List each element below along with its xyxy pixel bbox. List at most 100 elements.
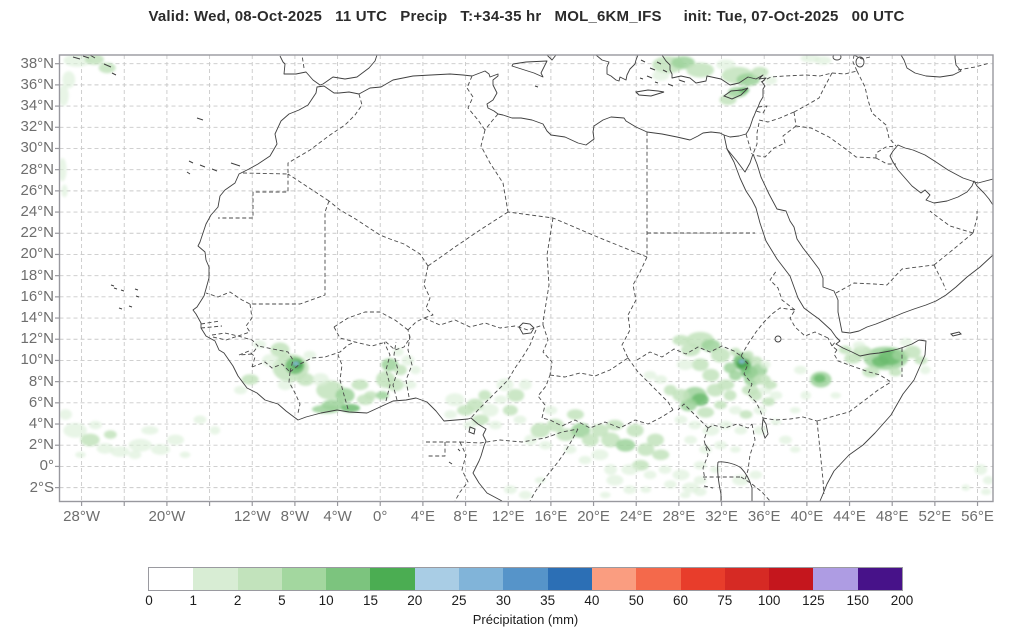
precip-cell bbox=[716, 59, 736, 71]
border-cotedivoire-ghana bbox=[337, 351, 349, 410]
precip-cell bbox=[179, 451, 191, 458]
x-axis-label: 4°E bbox=[410, 508, 436, 525]
y-axis-label: 12°N bbox=[20, 330, 54, 348]
precip-cell bbox=[340, 403, 360, 413]
precip-cell bbox=[693, 487, 707, 497]
coastline-greece bbox=[595, 55, 639, 82]
precip-cell bbox=[693, 475, 707, 485]
precip-cell bbox=[489, 420, 502, 430]
y-axis-label: 26°N bbox=[20, 181, 54, 199]
precip-cell bbox=[518, 490, 532, 500]
border-saudi-yemen-oman bbox=[835, 210, 978, 294]
border-chad-sudan bbox=[621, 256, 648, 359]
y-axis-label: 10°N bbox=[20, 351, 54, 369]
y-axis-label: 38°N bbox=[20, 54, 54, 72]
precip-cell bbox=[749, 470, 763, 480]
colorbar-tick-label: 100 bbox=[757, 593, 781, 608]
border-niger-chad bbox=[542, 217, 554, 323]
precip-cell bbox=[830, 392, 842, 399]
precip-cell bbox=[96, 443, 114, 454]
border-togo-benin bbox=[392, 341, 399, 401]
coastline-iberia bbox=[279, 55, 378, 86]
precip-cell bbox=[903, 345, 921, 359]
precip-cell bbox=[732, 474, 750, 486]
precip-cell bbox=[503, 485, 517, 494]
precip-cell bbox=[637, 443, 655, 456]
precip-cell bbox=[311, 404, 340, 414]
x-axis-label: 52°E bbox=[918, 508, 952, 525]
border-djibouti-eritrea bbox=[769, 269, 838, 351]
precip-cell bbox=[749, 356, 763, 365]
precip-cell bbox=[364, 391, 378, 400]
colorbar-tick-label: 125 bbox=[802, 593, 825, 608]
country-borders bbox=[200, 55, 991, 502]
precip-cell bbox=[679, 398, 698, 412]
border-ethiopia-somalia bbox=[816, 348, 903, 422]
precip-cell bbox=[463, 420, 477, 430]
precip-cell bbox=[844, 353, 862, 364]
colorbar bbox=[148, 567, 903, 591]
lake-albert bbox=[704, 443, 711, 452]
precip-cell bbox=[335, 387, 355, 403]
coastline-levant-turkey bbox=[661, 55, 767, 135]
precip-cell bbox=[581, 433, 599, 447]
precip-cell bbox=[59, 409, 72, 420]
border-uganda-kenya-drc bbox=[677, 403, 771, 502]
precip-cell bbox=[753, 426, 767, 435]
precip-cell bbox=[544, 406, 558, 415]
coastline-sinai bbox=[726, 148, 754, 173]
precip-cell bbox=[794, 365, 807, 375]
precip-cell bbox=[697, 407, 715, 418]
precip-cell bbox=[672, 389, 690, 402]
x-axis-label: 44°E bbox=[833, 508, 866, 525]
x-axis-label: 40°E bbox=[790, 508, 824, 525]
cape-verde-islands bbox=[110, 284, 140, 310]
precip-cell bbox=[730, 446, 741, 453]
y-axis-label: 34°N bbox=[20, 97, 54, 115]
y-axis-label: 22°N bbox=[20, 224, 54, 242]
precip-cell bbox=[699, 445, 712, 454]
precip-cell bbox=[741, 384, 759, 396]
border-algeria-niger bbox=[427, 211, 509, 267]
precip-cell bbox=[61, 184, 68, 198]
border-algeria-mali bbox=[328, 200, 429, 267]
precip-cell bbox=[578, 455, 592, 465]
lake-van bbox=[832, 55, 842, 61]
precip-cell bbox=[571, 422, 591, 438]
x-axis-label: 12°E bbox=[491, 508, 525, 525]
precip-cell bbox=[128, 450, 142, 460]
precip-cell bbox=[734, 426, 748, 435]
azores-islands bbox=[72, 55, 117, 76]
border-syria-jordan-iraq bbox=[755, 72, 833, 127]
precip-cell bbox=[166, 434, 184, 446]
x-axis-label: 20°W bbox=[148, 508, 186, 525]
precip-cell bbox=[141, 426, 159, 435]
precip-cell bbox=[599, 491, 611, 499]
precip-cell bbox=[530, 422, 550, 438]
precip-cell bbox=[626, 424, 644, 437]
precip-cell bbox=[311, 373, 330, 386]
x-axis-label: 28°W bbox=[63, 508, 100, 525]
x-axis-label: 8°E bbox=[453, 508, 478, 525]
colorbar-segment bbox=[636, 568, 681, 590]
border-spain-portugal bbox=[301, 55, 305, 69]
y-axis-label: 8°N bbox=[28, 372, 54, 390]
precip-cell bbox=[871, 356, 890, 367]
border-congo-drc bbox=[459, 428, 579, 502]
precip-cell bbox=[719, 420, 733, 430]
precip-cell bbox=[961, 484, 971, 491]
border-cameroon-chad bbox=[542, 324, 553, 376]
precip-cell bbox=[445, 393, 465, 407]
precip-cell bbox=[739, 410, 753, 419]
coastline-arabia bbox=[752, 153, 993, 334]
x-axis-label: 20°E bbox=[577, 508, 610, 525]
coastline-persian-gulf bbox=[889, 144, 993, 206]
coastlines bbox=[192, 55, 993, 502]
colorbar-tick-label: 25 bbox=[451, 593, 467, 608]
border-sudan-ethiopia bbox=[740, 307, 796, 357]
border-gabon-eqguinea bbox=[426, 441, 469, 502]
precip-cell bbox=[623, 485, 637, 494]
border-libya-south bbox=[507, 211, 648, 258]
x-axis-label: 4°W bbox=[323, 508, 352, 525]
